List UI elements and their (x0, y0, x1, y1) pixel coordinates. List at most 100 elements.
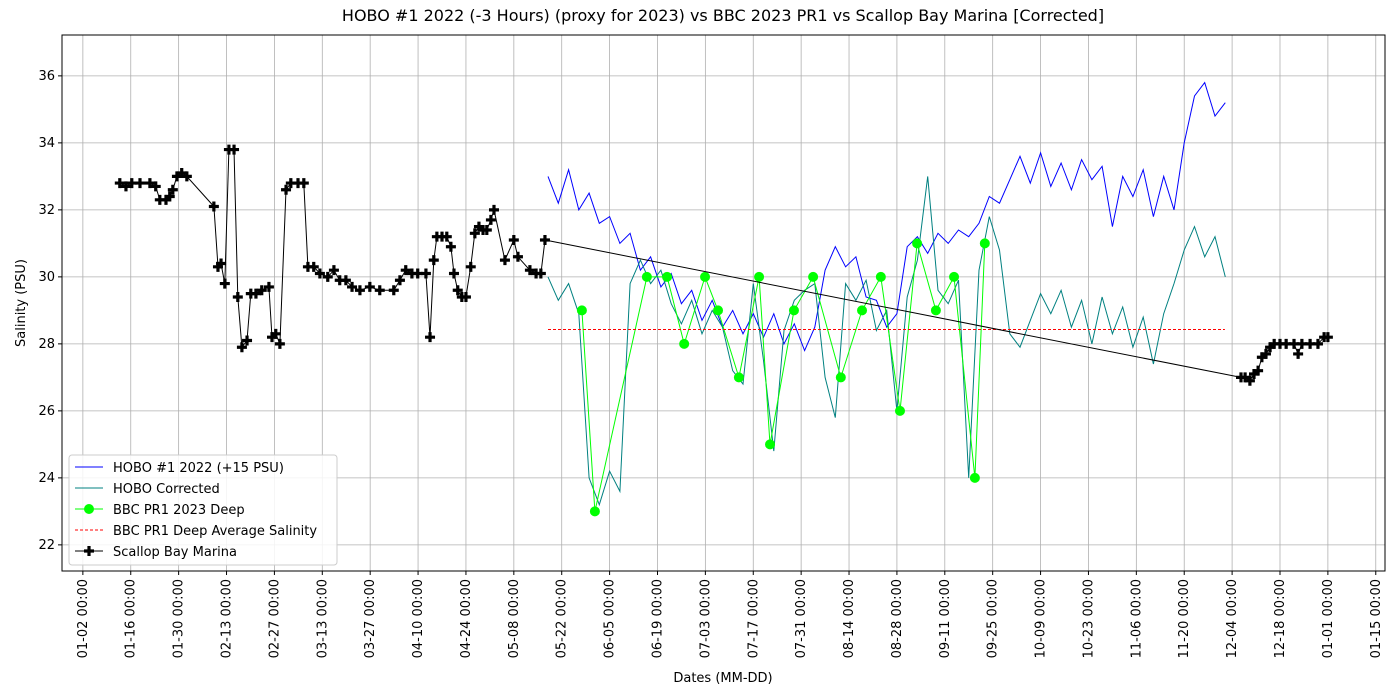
x-tick-label: 12-18 00:00 (1273, 579, 1288, 658)
data-point (1244, 375, 1255, 386)
data-point (420, 268, 431, 279)
data-point (441, 231, 452, 242)
data-point (979, 238, 990, 249)
data-point (281, 184, 292, 195)
data-point (465, 261, 476, 272)
data-point (524, 265, 535, 276)
data-point (1269, 338, 1280, 349)
data-point (314, 268, 325, 279)
data-point (1312, 338, 1323, 349)
data-point (473, 221, 484, 232)
x-tick-label: 04-10 00:00 (411, 579, 426, 658)
data-point (1253, 365, 1264, 376)
data-point (912, 238, 923, 249)
data-point (448, 268, 459, 279)
data-point (126, 178, 137, 189)
data-point (340, 275, 351, 286)
series-line (581, 243, 986, 512)
data-point (245, 288, 256, 299)
plot-area (114, 81, 1333, 517)
x-tick-label: 01-16 00:00 (124, 579, 139, 658)
data-point (274, 338, 285, 349)
data-point (328, 265, 339, 276)
x-tick-label: 06-05 00:00 (603, 579, 618, 658)
data-point (167, 184, 178, 195)
x-tick-label: 11-20 00:00 (1177, 579, 1192, 658)
data-point (181, 171, 192, 182)
data-point (1322, 332, 1333, 343)
data-point (875, 271, 886, 282)
data-point (223, 144, 234, 155)
series-line (547, 81, 1226, 352)
data-point (176, 168, 187, 179)
data-point (662, 271, 673, 282)
data-point (539, 235, 550, 246)
y-tick-label: 34 (38, 136, 55, 151)
data-point (412, 268, 423, 279)
x-tick-label: 07-03 00:00 (698, 579, 713, 658)
data-point (808, 271, 819, 282)
x-tick-label: 01-15 00:00 (1369, 579, 1384, 658)
data-point (285, 178, 296, 189)
x-tick-label: 08-14 00:00 (842, 579, 857, 658)
x-tick-label: 05-08 00:00 (507, 579, 522, 658)
plot-frame (61, 34, 1386, 572)
data-point (428, 255, 439, 266)
x-tick-label: 12-04 00:00 (1225, 579, 1240, 658)
data-point (1265, 342, 1276, 353)
data-point (1289, 338, 1300, 349)
data-point (641, 271, 652, 282)
x-tick-label: 03-27 00:00 (363, 579, 378, 658)
y-axis-label: Salinity (PSU) (14, 259, 29, 347)
legend-label: BBC PR1 Deep Average Salinity (113, 524, 317, 539)
data-point (298, 178, 309, 189)
data-point (267, 332, 278, 343)
data-point (236, 342, 247, 353)
data-point (293, 178, 304, 189)
data-point (857, 305, 868, 316)
y-tick-label: 22 (38, 538, 55, 553)
data-point (256, 285, 267, 296)
y-tick-label: 32 (38, 203, 55, 218)
data-point (263, 281, 274, 292)
x-tick-label: 03-13 00:00 (315, 579, 330, 658)
x-tick-label: 10-23 00:00 (1081, 579, 1096, 658)
x-tick-label: 06-19 00:00 (650, 579, 665, 658)
data-point (400, 265, 411, 276)
chart-title: HOBO #1 2022 (-3 Hours) (proxy for 2023)… (342, 6, 1104, 25)
legend-label: BBC PR1 2023 Deep (113, 503, 245, 518)
data-point (445, 241, 456, 252)
data-point (589, 506, 600, 517)
data-point (354, 285, 365, 296)
x-axis-label: Dates (MM-DD) (673, 671, 772, 686)
x-tick-label: 02-27 00:00 (267, 579, 282, 658)
data-point (406, 268, 417, 279)
data-point (508, 235, 519, 246)
data-point (481, 224, 492, 235)
data-point (250, 288, 261, 299)
data-point (452, 285, 463, 296)
series-line (547, 176, 1226, 507)
data-point (302, 261, 313, 272)
data-point (364, 281, 375, 292)
data-point (969, 472, 980, 483)
data-point (1305, 338, 1316, 349)
data-point (512, 251, 523, 262)
legend-marker (84, 504, 94, 514)
data-point (347, 281, 358, 292)
x-tick-label: 10-09 00:00 (1034, 579, 1049, 658)
data-point (322, 271, 333, 282)
x-tick-label: 02-13 00:00 (220, 579, 235, 658)
data-point (208, 201, 219, 212)
x-tick-label: 07-17 00:00 (746, 579, 761, 658)
x-tick-label: 07-31 00:00 (794, 579, 809, 658)
data-point (713, 305, 724, 316)
data-point (212, 261, 223, 272)
x-tick-label: 09-25 00:00 (986, 579, 1001, 658)
legend-marker (84, 546, 94, 556)
x-tick-label: 08-28 00:00 (890, 579, 905, 658)
data-point (164, 191, 175, 202)
data-point (425, 332, 436, 343)
y-tick-label: 36 (38, 69, 55, 84)
data-point (460, 291, 471, 302)
